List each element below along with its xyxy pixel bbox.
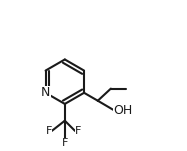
Text: F: F: [75, 126, 82, 136]
Text: F: F: [62, 138, 68, 148]
Text: F: F: [45, 126, 52, 136]
Text: OH: OH: [114, 104, 133, 117]
Text: N: N: [41, 86, 50, 99]
